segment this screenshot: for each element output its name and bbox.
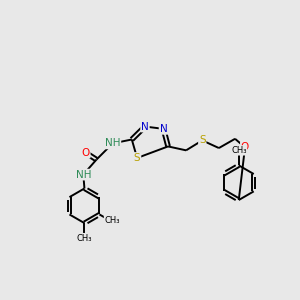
Text: S: S — [199, 135, 206, 146]
Text: CH₃: CH₃ — [77, 234, 92, 243]
Text: CH₃: CH₃ — [104, 216, 120, 225]
Text: N: N — [141, 122, 149, 132]
Text: O: O — [82, 148, 90, 158]
Text: S: S — [134, 153, 140, 163]
Text: CH₃: CH₃ — [231, 146, 247, 155]
Text: N: N — [160, 124, 167, 134]
Text: O: O — [241, 142, 249, 152]
Text: NH: NH — [105, 138, 120, 148]
Text: NH: NH — [76, 169, 91, 180]
